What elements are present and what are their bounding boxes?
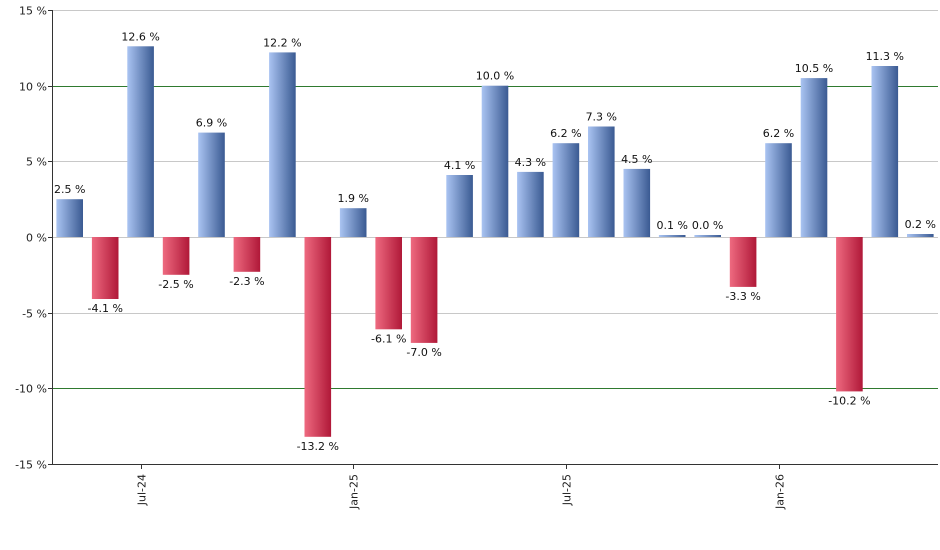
bar <box>446 175 473 237</box>
bar <box>729 237 757 287</box>
bar <box>481 85 509 237</box>
data-label: -4.1 % <box>87 302 122 315</box>
data-label: 6.9 % <box>196 117 227 130</box>
bars <box>56 46 934 437</box>
bar <box>552 143 580 237</box>
data-label: -2.3 % <box>229 275 264 288</box>
data-label: 4.3 % <box>515 156 546 169</box>
data-label: -7.0 % <box>406 346 441 359</box>
bar <box>56 199 83 237</box>
data-label: 11.3 % <box>866 50 904 63</box>
bar <box>588 126 615 237</box>
bar <box>304 237 332 437</box>
data-label: -3.3 % <box>725 290 760 303</box>
bar <box>91 237 119 299</box>
data-label: 10.5 % <box>795 62 833 75</box>
y-tick-label: 15 % <box>19 5 47 18</box>
data-label: 10.0 % <box>476 70 514 83</box>
x-tick-label: Jan-26 <box>774 474 787 510</box>
data-label: -6.1 % <box>371 332 406 345</box>
data-label: 0.0 % <box>692 219 723 232</box>
data-label: 12.2 % <box>263 36 301 49</box>
data-label: -10.2 % <box>828 394 870 407</box>
y-tick-label: 10 % <box>19 81 47 94</box>
axes: 15 % 10 % 5 % 0 % -5 % -10 % -15 % Jul-24 Jan-25… <box>15 5 938 510</box>
x-tick-label: Jan-25 <box>348 474 361 510</box>
data-label: 4.5 % <box>621 153 652 166</box>
bar <box>871 66 899 237</box>
bar <box>517 171 544 237</box>
bar <box>410 237 438 343</box>
bar <box>836 237 863 392</box>
y-tick-label: -15 % <box>15 459 47 472</box>
x-tick-label: Jul-25 <box>561 474 574 506</box>
data-label: 4.1 % <box>444 159 475 172</box>
data-label: -2.5 % <box>158 278 193 291</box>
bar <box>658 235 686 237</box>
data-label: 12.6 % <box>121 30 159 43</box>
data-label: 0.2 % <box>905 218 936 231</box>
data-labels: 2.5 % -4.1 % 12.6 % -2.5 % 6.9 % -2.3 % 12.2 %… <box>54 30 936 453</box>
data-label: 0.1 % <box>656 219 687 232</box>
data-label: 6.2 % <box>550 127 581 140</box>
bar <box>907 234 934 237</box>
bar <box>375 237 402 330</box>
bar <box>339 208 367 237</box>
data-label: 2.5 % <box>54 183 85 196</box>
bar <box>162 237 190 275</box>
data-label: 6.2 % <box>763 127 794 140</box>
y-tick-label: -5 % <box>22 308 47 321</box>
bar <box>269 52 296 238</box>
bar <box>765 143 792 237</box>
bar <box>694 235 721 237</box>
data-label: -13.2 % <box>297 440 339 453</box>
data-label: 1.9 % <box>337 192 368 205</box>
y-tick-label: 5 % <box>26 156 47 169</box>
x-tick-label: Jul-24 <box>136 474 149 506</box>
data-label: 7.3 % <box>586 111 617 124</box>
bar <box>127 46 154 237</box>
bar <box>623 168 651 237</box>
y-tick-label: -10 % <box>15 383 47 396</box>
bar <box>198 132 225 237</box>
bar <box>233 237 261 272</box>
y-tick-label: 0 % <box>26 232 47 245</box>
bar <box>800 78 828 237</box>
